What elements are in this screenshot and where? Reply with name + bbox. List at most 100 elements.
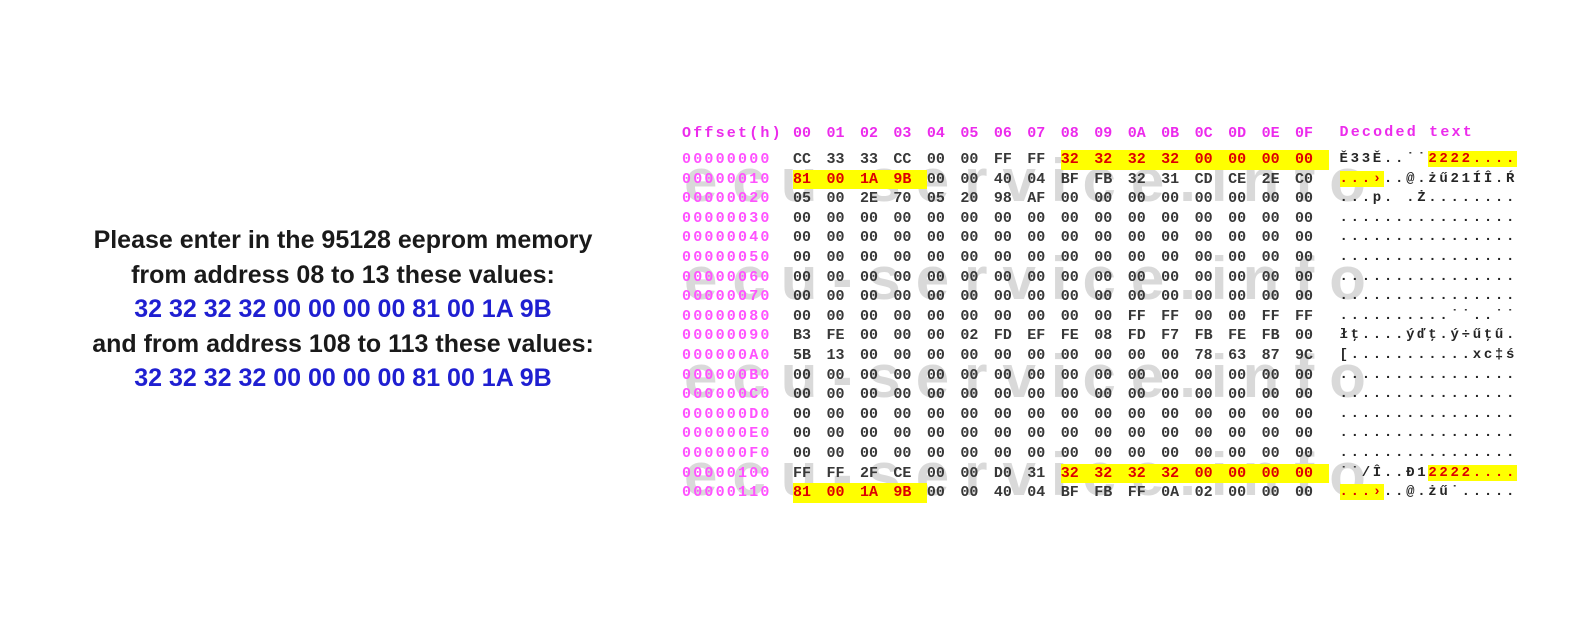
hex-byte-cell[interactable]: 00: [1060, 268, 1079, 286]
decoded-segment[interactable]: ................: [1339, 444, 1518, 461]
hex-byte-cell[interactable]: 00: [1027, 209, 1046, 227]
hex-byte-cell[interactable]: 00: [926, 248, 945, 266]
hex-byte-cell[interactable]: 32: [1094, 150, 1128, 170]
hex-byte-cell[interactable]: 00: [1261, 444, 1280, 462]
hex-byte-cell[interactable]: FB: [1194, 327, 1213, 345]
hex-byte-cell[interactable]: 1A: [859, 169, 894, 190]
hex-byte-cell[interactable]: 00: [1161, 229, 1180, 247]
hex-byte-cell[interactable]: CD: [1194, 170, 1213, 188]
hex-byte-cell[interactable]: 81: [793, 169, 827, 190]
hex-byte-cell[interactable]: FF: [1127, 307, 1146, 325]
hex-byte-cell[interactable]: CC: [793, 151, 812, 168]
hex-byte-cell[interactable]: 00: [1094, 346, 1113, 364]
hex-byte-cell[interactable]: 00: [1261, 484, 1280, 502]
hex-byte-cell[interactable]: 00: [960, 307, 979, 325]
hex-byte-cell[interactable]: 9B: [893, 483, 927, 503]
hex-byte-cell[interactable]: 00: [926, 366, 945, 384]
decoded-segment[interactable]: ................: [1339, 386, 1518, 403]
decoded-highlight-segment[interactable]: ...›: [1339, 170, 1384, 187]
hex-byte-cell[interactable]: 1A: [859, 483, 894, 503]
hex-byte-cell[interactable]: 00: [993, 268, 1012, 286]
hex-byte-cell[interactable]: 32: [1060, 150, 1095, 170]
hex-byte-cell[interactable]: 00: [793, 425, 812, 443]
hex-byte-cell[interactable]: 00: [1261, 463, 1296, 484]
hex-byte-cell[interactable]: 00: [793, 444, 812, 462]
hex-byte-cell[interactable]: 00: [1127, 405, 1146, 423]
hex-byte-cell[interactable]: 00: [960, 464, 979, 482]
hex-byte-cell[interactable]: 00: [1295, 366, 1314, 384]
hex-byte-cell[interactable]: 31: [1161, 170, 1180, 188]
hex-byte-cell[interactable]: 5B: [793, 346, 812, 364]
hex-byte-cell[interactable]: 00: [1027, 248, 1046, 266]
hex-byte-cell[interactable]: EF: [1027, 327, 1046, 345]
hex-byte-cell[interactable]: 00: [993, 248, 1012, 266]
hex-byte-cell[interactable]: 00: [1261, 386, 1280, 404]
hex-byte-cell[interactable]: 00: [1127, 248, 1146, 266]
hex-byte-cell[interactable]: 00: [1295, 229, 1314, 247]
hex-byte-cell[interactable]: 98: [993, 190, 1012, 208]
decoded-segment[interactable]: ..........˙˙..˙˙: [1339, 307, 1518, 324]
hex-byte-cell[interactable]: 00: [793, 248, 812, 266]
hex-byte-cell[interactable]: 00: [826, 425, 845, 443]
decoded-text-cell[interactable]: ................: [1340, 385, 1518, 405]
hex-byte-cell[interactable]: FD: [1127, 327, 1146, 345]
hex-byte-cell[interactable]: 00: [893, 229, 912, 247]
hex-byte-cell[interactable]: 00: [1194, 288, 1213, 306]
decoded-highlight-segment[interactable]: 2222....: [1428, 464, 1518, 481]
hex-byte-cell[interactable]: 00: [1027, 346, 1046, 364]
hex-byte-cell[interactable]: 00: [960, 268, 979, 286]
hex-byte-cell[interactable]: 00: [1228, 209, 1247, 227]
hex-byte-cell[interactable]: 00: [926, 386, 945, 404]
hex-byte-cell[interactable]: 00: [1295, 288, 1314, 306]
hex-byte-cell[interactable]: 00: [826, 169, 860, 190]
hex-byte-cell[interactable]: 00: [1194, 190, 1213, 208]
hex-byte-cell[interactable]: 00: [926, 405, 945, 423]
hex-byte-cell[interactable]: 78: [1194, 346, 1213, 364]
decoded-text-cell[interactable]: ................: [1340, 366, 1518, 386]
hex-byte-cell[interactable]: 00: [960, 366, 979, 384]
hex-byte-cell[interactable]: 00: [793, 268, 812, 286]
hex-byte-cell[interactable]: 00: [1261, 366, 1280, 384]
hex-byte-cell[interactable]: 00: [1194, 229, 1213, 247]
hex-byte-cell[interactable]: CC: [893, 151, 912, 168]
hex-byte-cell[interactable]: 00: [1060, 229, 1079, 247]
hex-byte-cell[interactable]: 00: [859, 209, 878, 227]
hex-byte-cell[interactable]: 00: [1194, 444, 1213, 462]
hex-byte-cell[interactable]: 33: [826, 151, 845, 168]
hex-byte-cell[interactable]: 00: [1194, 405, 1213, 423]
hex-byte-cell[interactable]: 00: [1295, 405, 1314, 423]
decoded-text-cell[interactable]: łţ....ýďţ.ý÷űţű.: [1340, 326, 1518, 346]
hex-byte-cell[interactable]: 00: [993, 386, 1012, 404]
hex-byte-cell[interactable]: 00: [960, 425, 979, 443]
hex-byte-cell[interactable]: 00: [793, 288, 812, 306]
hex-byte-cell[interactable]: 00: [1161, 248, 1180, 266]
hex-byte-cell[interactable]: 04: [1027, 170, 1046, 188]
hex-byte-cell[interactable]: 00: [1094, 444, 1113, 462]
hex-byte-cell[interactable]: FB: [1261, 327, 1280, 345]
hex-byte-cell[interactable]: D0: [993, 464, 1012, 482]
hex-byte-cell[interactable]: 00: [793, 229, 812, 247]
hex-byte-cell[interactable]: 00: [859, 405, 878, 423]
hex-byte-cell[interactable]: FF: [1161, 307, 1180, 325]
hex-byte-cell[interactable]: 00: [1027, 229, 1046, 247]
hex-byte-cell[interactable]: 00: [1094, 307, 1113, 325]
hex-byte-cell[interactable]: 05: [926, 190, 945, 208]
decoded-text-cell[interactable]: ................: [1340, 287, 1518, 307]
hex-byte-cell[interactable]: 00: [1228, 307, 1247, 325]
hex-byte-cell[interactable]: 00: [1161, 386, 1180, 404]
decoded-segment[interactable]: łţ....ýďţ.ý÷űţű.: [1339, 327, 1518, 344]
decoded-text-cell[interactable]: Ě33Ě..˙˙2222....: [1340, 150, 1518, 170]
decoded-segment[interactable]: ................: [1339, 288, 1518, 305]
hex-byte-cell[interactable]: 00: [859, 366, 878, 384]
hex-byte-cell[interactable]: 00: [960, 288, 979, 306]
hex-byte-cell[interactable]: 00: [1261, 248, 1280, 266]
hex-byte-cell[interactable]: 0A: [1161, 484, 1180, 502]
hex-byte-cell[interactable]: 00: [1127, 190, 1146, 208]
hex-byte-cell[interactable]: 00: [826, 229, 845, 247]
hex-byte-cell[interactable]: 00: [1094, 190, 1113, 208]
hex-byte-cell[interactable]: 00: [1261, 288, 1280, 306]
hex-byte-cell[interactable]: 00: [1027, 288, 1046, 306]
hex-byte-cell[interactable]: 00: [1161, 346, 1180, 364]
hex-byte-cell[interactable]: 00: [1194, 463, 1229, 484]
hex-byte-cell[interactable]: 00: [993, 405, 1012, 423]
